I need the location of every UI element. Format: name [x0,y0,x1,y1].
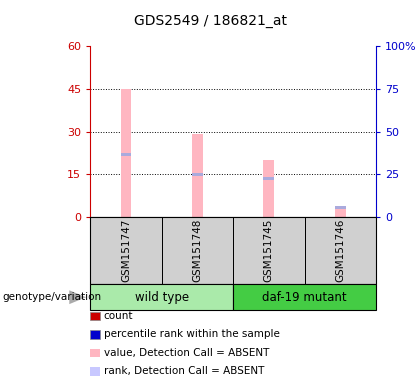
Bar [335,206,346,209]
Bar [263,177,274,180]
Text: GSM151748: GSM151748 [192,219,202,282]
Text: GSM151745: GSM151745 [264,219,274,282]
Bar [263,160,274,217]
Text: wild type: wild type [135,291,189,304]
Bar [121,152,131,156]
Text: percentile rank within the sample: percentile rank within the sample [104,329,280,339]
Bar [335,207,346,217]
Text: rank, Detection Call = ABSENT: rank, Detection Call = ABSENT [104,366,264,376]
Text: value, Detection Call = ABSENT: value, Detection Call = ABSENT [104,348,269,358]
Text: GDS2549 / 186821_at: GDS2549 / 186821_at [134,14,286,28]
Text: count: count [104,311,133,321]
Text: GSM151747: GSM151747 [121,219,131,282]
Bar [121,89,131,217]
Text: genotype/variation: genotype/variation [2,292,101,302]
Bar [192,172,203,176]
Text: daf-19 mutant: daf-19 mutant [262,291,347,304]
Bar [192,134,203,217]
Text: GSM151746: GSM151746 [335,219,345,282]
